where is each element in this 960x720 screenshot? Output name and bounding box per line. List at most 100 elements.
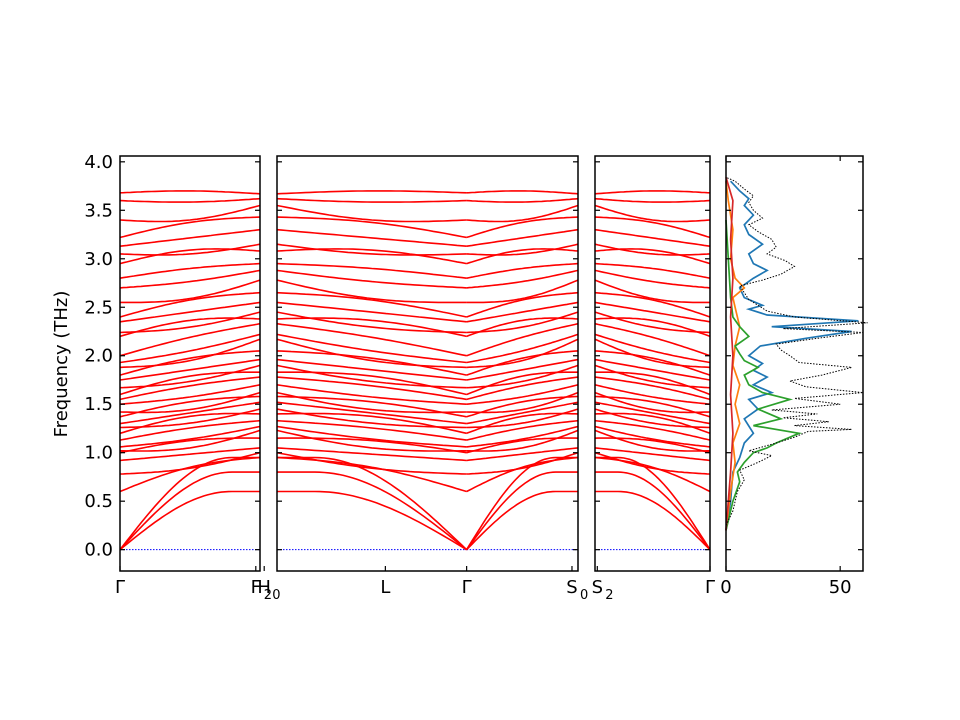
phonon-band [466, 262, 579, 279]
phonon-band [119, 371, 260, 396]
phonon-band [119, 338, 261, 369]
phonon-band [594, 333, 711, 364]
phonon-band [276, 301, 467, 323]
phonon-band [466, 391, 579, 414]
phonon-band [594, 364, 711, 389]
phonon-band [465, 471, 578, 551]
k-point-subscript: 0 [580, 588, 588, 603]
phonon-band [466, 204, 579, 223]
phonon-band [466, 401, 579, 425]
phonon-band [119, 364, 261, 389]
phonon-band [466, 419, 579, 441]
y-axis-label: Frequency (THz) [51, 291, 72, 438]
phonon-band [276, 451, 467, 475]
phonon-band [466, 322, 579, 357]
phonon-band [594, 204, 711, 223]
phonon-band [594, 425, 711, 448]
y-tick-label: 1.5 [84, 394, 113, 415]
k-point-label: S [592, 577, 603, 598]
phonon-band [119, 216, 261, 239]
y-tick-label: 3.0 [84, 249, 113, 270]
phonon-band [466, 190, 579, 195]
partial-dos-curve [725, 180, 859, 531]
panel-frame [276, 155, 579, 572]
phonon-band [119, 401, 261, 425]
phonon-band [466, 338, 579, 369]
phonon-band [466, 350, 579, 376]
phonon-band [466, 395, 579, 418]
phonon-band [276, 384, 467, 405]
phonon-band [594, 301, 711, 323]
phonon-band [276, 279, 467, 304]
phonon-band [276, 204, 467, 223]
k-point-subscript: 2 [605, 588, 613, 603]
phonon-band [119, 322, 261, 357]
k-point-subscript: 0 [272, 588, 280, 603]
phonon-band [119, 490, 260, 551]
phonon-band [466, 279, 579, 304]
phonon-band [595, 371, 711, 396]
phonon-band [466, 269, 579, 289]
phonon-band [119, 395, 261, 418]
phonon-band [276, 190, 467, 195]
frequency-axis: 0.0 0.5 1.0 1.5 2.0 2.5 3.0 3.5 4.0 [84, 152, 113, 561]
phonon-band [594, 395, 711, 418]
k-point-label: Γ [705, 577, 715, 598]
phonon-band [119, 248, 261, 265]
total-dos-curve [725, 176, 868, 526]
phonon-band [276, 429, 467, 452]
phonon-band [119, 333, 261, 364]
phonon-band [594, 291, 711, 318]
y-tick-label: 2.0 [84, 346, 113, 367]
phonon-band [595, 490, 711, 551]
phonon-band [120, 279, 261, 304]
dos-x-tick-label: 0 [720, 577, 731, 598]
phonon-band [594, 322, 711, 357]
phonon-band [466, 333, 579, 364]
phonon-band [120, 429, 261, 452]
phonon-band [594, 197, 711, 203]
phonon-band [119, 408, 261, 429]
phonon-band [466, 490, 578, 551]
phonon-band [276, 262, 467, 279]
phonon-band [466, 248, 579, 265]
phonon-band [276, 391, 467, 414]
partial-dos-curve [725, 219, 803, 531]
phonon-band [594, 338, 711, 369]
phonon-band [276, 228, 467, 247]
phonon-band [594, 262, 711, 279]
phonon-band [119, 471, 260, 551]
phonon-band [466, 358, 579, 381]
phonon-band [594, 419, 711, 441]
phonon-band [466, 429, 579, 452]
phonon-band [277, 456, 468, 551]
phonon-band [276, 350, 467, 376]
phonon-band [594, 248, 711, 265]
phonon-band [119, 204, 261, 223]
phonon-band [276, 269, 467, 289]
phonon-band [276, 333, 467, 364]
panel-frame [594, 155, 711, 572]
phonon-band [466, 408, 579, 429]
phonon-band [594, 391, 711, 414]
phonon-band [119, 291, 261, 318]
phonon-band [276, 376, 467, 401]
y-tick-label: 0.5 [84, 491, 113, 512]
phonon-band [276, 408, 467, 429]
phonon-band [119, 456, 261, 493]
y-tick-label: 3.5 [84, 200, 113, 221]
panel-frame [725, 155, 864, 572]
phonon-band [119, 447, 261, 462]
k-point-label: Γ [115, 577, 125, 598]
phonon-band [466, 376, 579, 401]
phonon-band [466, 197, 579, 203]
phonon-band [465, 456, 578, 551]
phonon-band [594, 269, 711, 289]
phonon-band [119, 301, 261, 323]
phonon-band [119, 384, 261, 405]
phonon-band [119, 419, 261, 441]
panel-frame [119, 155, 261, 572]
phonon-band [594, 243, 711, 256]
